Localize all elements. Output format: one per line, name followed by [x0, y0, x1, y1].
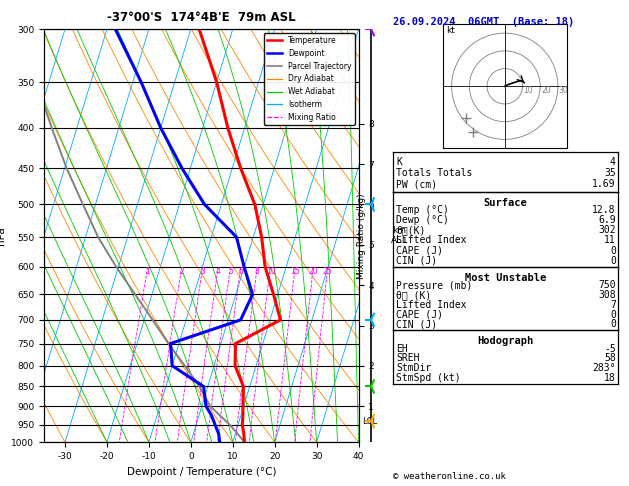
Text: Dewp (°C): Dewp (°C) [396, 215, 449, 225]
Text: 308: 308 [598, 290, 616, 300]
Text: 1: 1 [145, 267, 150, 276]
Text: Temp (°C): Temp (°C) [396, 205, 449, 215]
Text: © weatheronline.co.uk: © weatheronline.co.uk [393, 472, 506, 481]
Text: 0: 0 [610, 310, 616, 320]
X-axis label: Dewpoint / Temperature (°C): Dewpoint / Temperature (°C) [126, 467, 276, 477]
Text: EH: EH [396, 344, 408, 354]
Text: K: K [396, 157, 402, 167]
Text: Surface: Surface [484, 198, 528, 208]
Text: Most Unstable: Most Unstable [465, 273, 547, 283]
Text: 0: 0 [610, 245, 616, 256]
Text: 283°: 283° [593, 363, 616, 373]
Text: LCL: LCL [362, 417, 378, 426]
Text: 58: 58 [604, 353, 616, 364]
Text: 4: 4 [216, 267, 221, 276]
Text: Lifted Index: Lifted Index [396, 300, 467, 310]
Text: PW (cm): PW (cm) [396, 179, 437, 190]
Text: -5: -5 [604, 344, 616, 354]
Text: 4: 4 [610, 157, 616, 167]
Text: 11: 11 [604, 236, 616, 245]
Text: Pressure (mb): Pressure (mb) [396, 280, 472, 291]
Y-axis label: hPa: hPa [0, 226, 6, 245]
Text: CIN (J): CIN (J) [396, 319, 437, 330]
Text: 15: 15 [291, 267, 300, 276]
Text: 6.9: 6.9 [598, 215, 616, 225]
Text: 1.69: 1.69 [593, 179, 616, 190]
Text: 10: 10 [523, 87, 533, 95]
Text: θᴇ(K): θᴇ(K) [396, 226, 426, 235]
Text: CIN (J): CIN (J) [396, 256, 437, 266]
Text: θᴇ (K): θᴇ (K) [396, 290, 431, 300]
Text: 0: 0 [610, 256, 616, 266]
Text: 12.8: 12.8 [593, 205, 616, 215]
Text: 3: 3 [200, 267, 205, 276]
Text: SREH: SREH [396, 353, 420, 364]
Text: kt: kt [447, 26, 455, 35]
Text: Hodograph: Hodograph [477, 336, 534, 347]
Text: Lifted Index: Lifted Index [396, 236, 467, 245]
Text: 20: 20 [541, 87, 551, 95]
Text: StmSpd (kt): StmSpd (kt) [396, 373, 461, 383]
Text: 35: 35 [604, 168, 616, 178]
Text: Mixing Ratio (g/kg): Mixing Ratio (g/kg) [357, 193, 366, 278]
Text: 7: 7 [610, 300, 616, 310]
Text: 18: 18 [604, 373, 616, 383]
Text: 0: 0 [610, 319, 616, 330]
Text: StmDir: StmDir [396, 363, 431, 373]
Text: Totals Totals: Totals Totals [396, 168, 472, 178]
Text: CAPE (J): CAPE (J) [396, 310, 443, 320]
Text: 5: 5 [228, 267, 233, 276]
Text: 302: 302 [598, 226, 616, 235]
Text: 10: 10 [266, 267, 276, 276]
Text: 750: 750 [598, 280, 616, 291]
Title: -37°00'S  174°4B'E  79m ASL: -37°00'S 174°4B'E 79m ASL [107, 11, 296, 24]
Text: 2: 2 [179, 267, 184, 276]
Text: 25: 25 [323, 267, 333, 276]
Text: 6: 6 [238, 267, 243, 276]
Text: 20: 20 [309, 267, 318, 276]
Text: 26.09.2024  06GMT  (Base: 18): 26.09.2024 06GMT (Base: 18) [393, 17, 574, 27]
Text: 8: 8 [255, 267, 260, 276]
Text: CAPE (J): CAPE (J) [396, 245, 443, 256]
Y-axis label: km
ASL: km ASL [391, 226, 408, 245]
Text: 30: 30 [559, 87, 569, 95]
Legend: Temperature, Dewpoint, Parcel Trajectory, Dry Adiabat, Wet Adiabat, Isotherm, Mi: Temperature, Dewpoint, Parcel Trajectory… [264, 33, 355, 125]
